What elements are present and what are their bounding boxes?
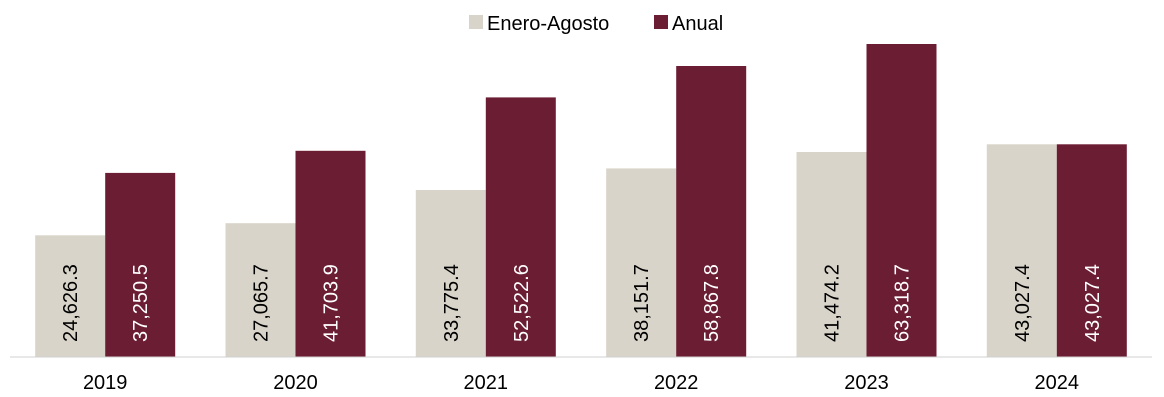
data-label-anual-2023: 63,318.7	[892, 264, 914, 342]
bar-anual-2024	[1056, 144, 1127, 357]
legend-swatch-anual	[654, 15, 668, 29]
x-tick-label-2023: 2023	[844, 372, 889, 394]
data-label-enero-agosto-2021: 33,775.4	[441, 264, 463, 342]
x-tick-label-2020: 2020	[273, 372, 318, 394]
data-label-enero-agosto-2019: 24,626.3	[60, 264, 82, 342]
bars-group	[35, 44, 1127, 358]
legend-label-enero-agosto: Enero-Agosto	[487, 13, 609, 35]
data-label-anual-2019: 37,250.5	[130, 264, 152, 342]
bar-anual-2020	[295, 150, 366, 357]
x-tick-label-2022: 2022	[654, 372, 699, 394]
data-labels-group: 24,626.3 37,250.5 27,065.7 41,703.9 33,775.4…	[60, 264, 1104, 342]
legend-label-anual: Anual	[672, 13, 723, 35]
legend: Enero-Agosto Anual	[469, 13, 723, 35]
bar-anual-2023	[866, 44, 937, 357]
data-label-anual-2022: 58,867.8	[701, 264, 723, 342]
bar-enero-agosto-2020	[225, 223, 296, 357]
x-tick-label-2024: 2024	[1035, 372, 1080, 394]
bar-enero-agosto-2022	[606, 168, 677, 357]
legend-swatch-enero-agosto	[469, 15, 483, 29]
bar-anual-2021	[485, 97, 556, 358]
x-tick-label-2021: 2021	[464, 372, 509, 394]
bar-enero-agosto-2024	[986, 144, 1057, 357]
bar-enero-agosto-2021	[415, 190, 486, 357]
data-label-enero-agosto-2024: 43,027.4	[1012, 264, 1034, 342]
data-label-anual-2024: 43,027.4	[1082, 264, 1104, 342]
bar-enero-agosto-2023	[796, 152, 867, 357]
bar-anual-2019	[105, 172, 176, 357]
x-tick-labels: 2019 2020 2021 2022 2023 2024	[83, 372, 1079, 394]
data-label-enero-agosto-2022: 38,151.7	[631, 264, 653, 342]
data-label-enero-agosto-2020: 27,065.7	[251, 264, 273, 342]
x-tick-label-2019: 2019	[83, 372, 128, 394]
bar-enero-agosto-2019	[35, 235, 106, 357]
bar-anual-2022	[676, 66, 747, 357]
data-label-enero-agosto-2023: 41,474.2	[822, 264, 844, 342]
data-label-anual-2021: 52,522.6	[511, 264, 533, 342]
data-label-anual-2020: 41,703.9	[321, 264, 343, 342]
